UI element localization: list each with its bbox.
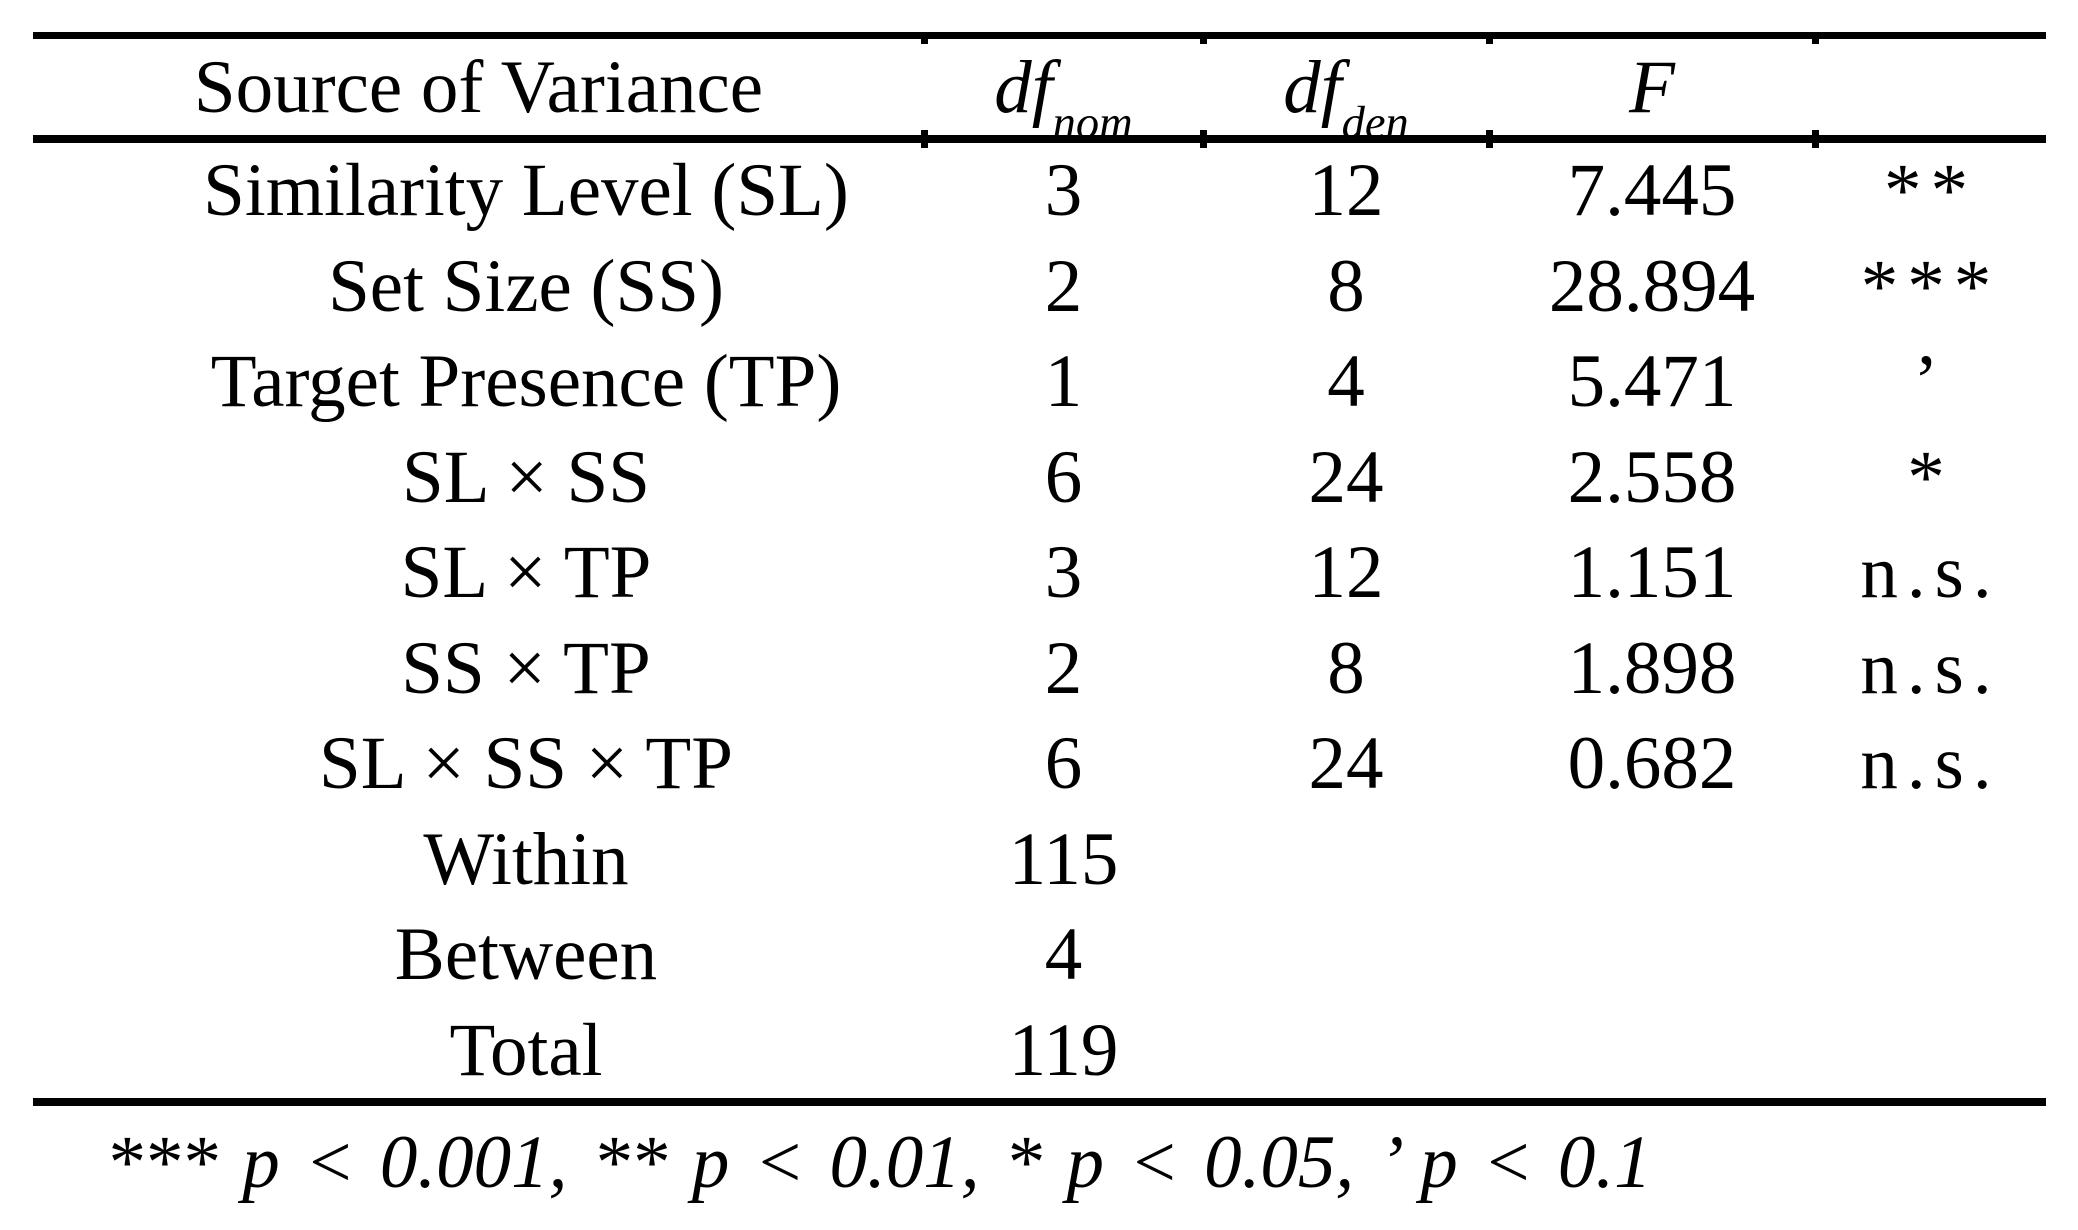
table-row: SL × TP 3 12 1.151 n.s. bbox=[33, 525, 2046, 621]
significance-footnote: *** p < 0.001, ** p < 0.01, * p < 0.05, … bbox=[105, 1121, 1652, 1204]
sig-cell bbox=[1815, 907, 2046, 1003]
sig-cell: * bbox=[1907, 435, 1954, 519]
df-den-cell: 4 bbox=[1327, 340, 1365, 424]
table-header-row: Source of Variance dfnom dfden F bbox=[33, 39, 2046, 149]
df-nom-cell: 1 bbox=[1044, 340, 1083, 424]
df-nom-header-text: dfnom bbox=[994, 45, 1133, 149]
df-nom-cell: 2 bbox=[1044, 244, 1083, 328]
df-den-header-text: dfden bbox=[1283, 45, 1409, 149]
df-nom-cell: 6 bbox=[1044, 435, 1083, 519]
table-row: SL × SS 6 24 2.558 * bbox=[33, 430, 2046, 526]
df-den-cell bbox=[1203, 907, 1489, 1003]
table-body: Similarity Level (SL) 3 12 7.445 ** Set … bbox=[33, 143, 2046, 1098]
table-row: Total 119 bbox=[33, 1003, 2046, 1099]
f-value-cell: 5.471 bbox=[1567, 340, 1737, 424]
table-bottom-rule bbox=[33, 1098, 2046, 1106]
source-cell: SL × SS bbox=[402, 435, 650, 519]
column-tick bbox=[921, 39, 928, 44]
table-row: Within 115 bbox=[33, 812, 2046, 908]
anova-table: Source of Variance dfnom dfden F bbox=[33, 32, 2046, 1106]
df-nom-cell: 6 bbox=[1044, 722, 1083, 806]
col-header-source: Source of Variance bbox=[33, 39, 924, 135]
f-value-cell: 28.894 bbox=[1548, 244, 1756, 328]
source-cell: Similarity Level (SL) bbox=[203, 149, 849, 233]
sig-cell: *** bbox=[1860, 244, 2001, 328]
df-den-cell: 8 bbox=[1327, 626, 1365, 710]
column-tick bbox=[1812, 130, 1819, 135]
df-nom-cell: 115 bbox=[1008, 817, 1119, 901]
sig-cell bbox=[1815, 812, 2046, 908]
f-value-cell: 2.558 bbox=[1567, 435, 1737, 519]
f-value-cell: 7.445 bbox=[1567, 149, 1737, 233]
df-den-cell: 8 bbox=[1327, 244, 1365, 328]
col-header-df-den: dfden bbox=[1203, 39, 1489, 149]
source-cell: SL × TP bbox=[400, 531, 652, 615]
f-header-label: F bbox=[1629, 45, 1675, 129]
col-header-f: F bbox=[1489, 39, 1815, 135]
f-value-cell: 0.682 bbox=[1567, 722, 1737, 806]
f-value-cell: 1.898 bbox=[1567, 626, 1737, 710]
column-tick bbox=[1486, 39, 1493, 44]
table-row: SL × SS × TP 6 24 0.682 n.s. bbox=[33, 716, 2046, 812]
column-tick bbox=[1812, 143, 1819, 148]
f-value-cell bbox=[1489, 1003, 1815, 1099]
table-row: Target Presence (TP) 1 4 5.471 ’ bbox=[33, 334, 2046, 430]
column-tick bbox=[1812, 39, 1819, 44]
col-header-sig bbox=[1815, 39, 2046, 135]
df-nom-cell: 2 bbox=[1044, 626, 1083, 710]
column-tick bbox=[1200, 143, 1207, 148]
df-den-cell: 24 bbox=[1308, 722, 1384, 806]
col-header-df-nom: dfnom bbox=[924, 39, 1203, 149]
column-tick bbox=[1200, 39, 1207, 44]
column-tick bbox=[1486, 130, 1493, 135]
column-tick bbox=[1200, 130, 1207, 135]
table-row: SS × TP 2 8 1.898 n.s. bbox=[33, 621, 2046, 717]
df-den-cell: 12 bbox=[1308, 149, 1384, 233]
table-row: Similarity Level (SL) 3 12 7.445 ** bbox=[33, 143, 2046, 239]
table-row: Set Size (SS) 2 8 28.894 *** bbox=[33, 239, 2046, 335]
source-cell: SS × TP bbox=[401, 626, 651, 710]
df-den-cell bbox=[1203, 812, 1489, 908]
df-den-cell: 24 bbox=[1308, 435, 1384, 519]
table-top-rule bbox=[33, 32, 2046, 39]
sig-cell: n.s. bbox=[1860, 531, 2001, 615]
df-nom-cell: 3 bbox=[1044, 149, 1083, 233]
df-den-cell bbox=[1203, 1003, 1489, 1099]
sig-cell bbox=[1815, 1003, 2046, 1099]
sig-cell: ** bbox=[1884, 149, 1977, 233]
source-cell: SL × SS × TP bbox=[319, 722, 733, 806]
column-tick bbox=[921, 130, 928, 135]
sig-cell: ’ bbox=[1913, 340, 1948, 424]
df-nom-cell: 4 bbox=[1044, 913, 1083, 997]
column-tick bbox=[1486, 143, 1493, 148]
source-cell: Between bbox=[394, 913, 658, 997]
source-cell: Total bbox=[449, 1008, 603, 1092]
source-cell: Set Size (SS) bbox=[328, 244, 724, 328]
df-den-cell: 12 bbox=[1308, 531, 1384, 615]
table-row: Between 4 bbox=[33, 907, 2046, 1003]
col-header-source-label: Source of Variance bbox=[193, 45, 764, 129]
sig-cell: n.s. bbox=[1860, 626, 2001, 710]
f-value-cell bbox=[1489, 812, 1815, 908]
table-header-rule bbox=[33, 135, 2046, 143]
source-cell: Within bbox=[423, 817, 629, 901]
f-value-cell: 1.151 bbox=[1567, 531, 1737, 615]
source-cell: Target Presence (TP) bbox=[210, 340, 842, 424]
df-nom-cell: 3 bbox=[1044, 531, 1083, 615]
column-tick bbox=[921, 143, 928, 148]
df-nom-cell: 119 bbox=[1008, 1008, 1119, 1092]
f-value-cell bbox=[1489, 907, 1815, 1003]
sig-cell: n.s. bbox=[1860, 722, 2001, 806]
